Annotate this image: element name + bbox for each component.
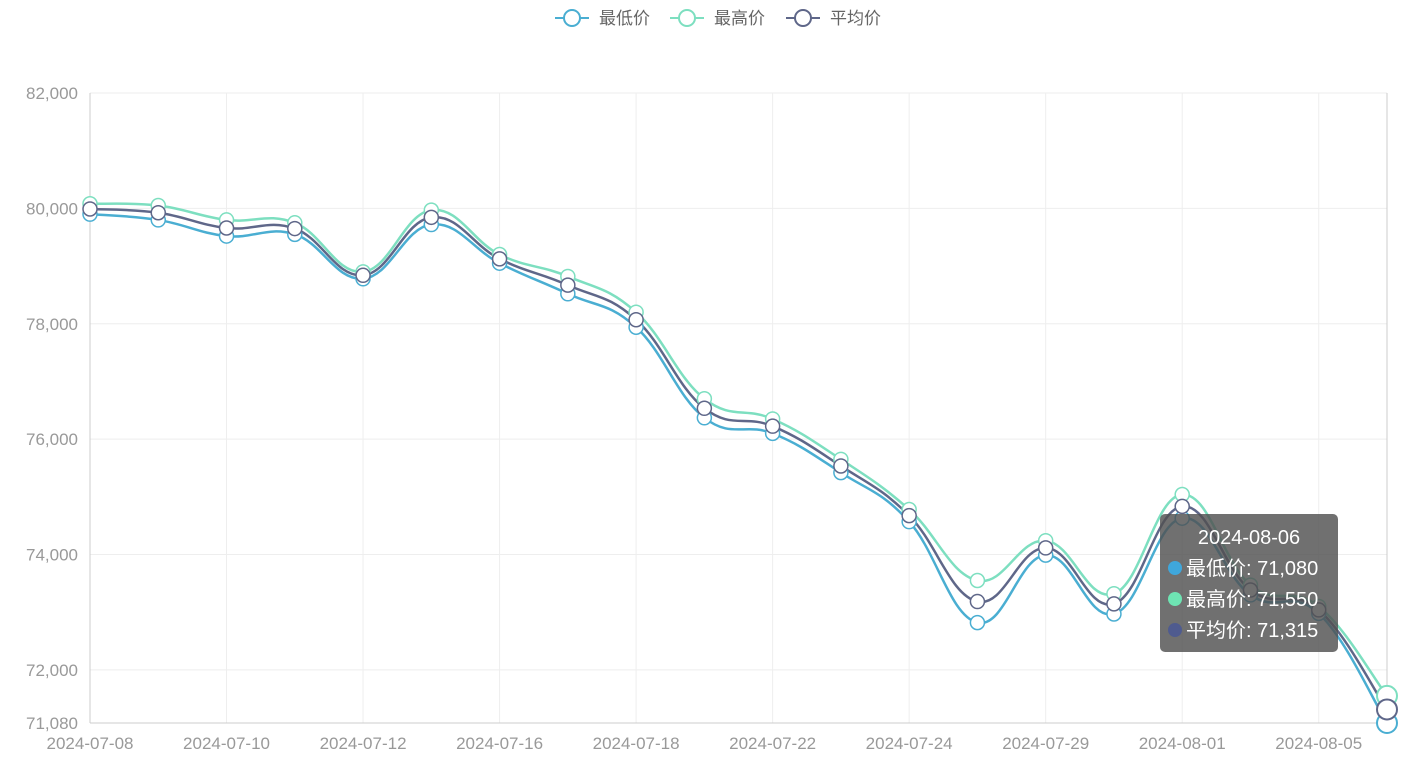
x-tick-label: 2024-07-16 [456, 734, 543, 753]
y-tick-label: 76,000 [26, 430, 78, 449]
x-tick-label: 2024-08-01 [1139, 734, 1226, 753]
legend-item-0[interactable]: 最低价 [555, 9, 650, 28]
tooltip: 2024-08-06 最低价: 71,080 最高价: 71,550 平均价: … [1160, 514, 1338, 652]
tooltip-row-high: 最高价: 71,550 [1168, 585, 1338, 616]
legend-label: 最低价 [599, 9, 650, 28]
y-tick-label: 82,000 [26, 84, 78, 103]
tooltip-title: 2024-08-06 [1197, 527, 1301, 549]
data-point[interactable] [1174, 498, 1190, 515]
tooltip-row-low: 最低价: 71,080 [1168, 554, 1338, 585]
tooltip-row-avg: 平均价: 71,315 [1168, 616, 1338, 647]
data-point[interactable] [355, 267, 371, 284]
data-point[interactable] [628, 311, 644, 328]
legend-item-2[interactable]: 平均价 [786, 9, 881, 28]
series-markers[interactable] [82, 196, 1398, 734]
y-tick-label: 78,000 [26, 315, 78, 334]
data-point[interactable] [560, 277, 576, 293]
y-axis-labels: 71,080 72,000 74,000 76,000 78,000 80,000 82,0… [26, 84, 78, 733]
data-point[interactable] [150, 204, 167, 221]
data-point[interactable] [969, 614, 986, 631]
y-tick-label: 80,000 [26, 199, 78, 218]
tooltip-row-high-text: 最高价: 71,550 [1186, 589, 1319, 611]
tooltip-row-avg-text: 平均价: 71,315 [1186, 620, 1319, 642]
tooltip-dot-avg [1168, 622, 1182, 637]
data-point[interactable] [696, 400, 713, 417]
data-point[interactable] [423, 209, 440, 226]
tooltip-dot-high [1168, 591, 1182, 606]
x-axis-labels: 2024-07-08 2024-07-10 2024-07-12 2024-07-16… [47, 734, 1363, 753]
data-point[interactable] [969, 593, 986, 610]
legend[interactable]: 最低价 最高价 平均价 [555, 9, 881, 28]
tooltip-row-low-text: 最低价: 71,080 [1186, 558, 1319, 580]
data-point[interactable] [287, 220, 303, 237]
data-point[interactable] [764, 418, 781, 434]
tooltip-dot-low [1168, 560, 1182, 575]
data-point[interactable] [901, 507, 917, 524]
horizontal-grid [90, 92, 1387, 671]
data-point[interactable] [1376, 698, 1398, 721]
vertical-grid [226, 93, 1320, 723]
x-tick-label: 2024-08-05 [1275, 734, 1362, 753]
x-tick-label: 2024-07-10 [183, 734, 270, 753]
y-tick-label: 71,080 [26, 714, 78, 733]
x-tick-label: 2024-07-22 [729, 734, 816, 753]
legend-circle-icon [678, 9, 696, 27]
data-point[interactable] [218, 220, 235, 236]
data-point[interactable] [1106, 596, 1122, 612]
y-tick-label: 74,000 [26, 546, 78, 565]
legend-item-1[interactable]: 最高价 [670, 9, 765, 28]
legend-circle-icon [794, 9, 812, 27]
x-tick-label: 2024-07-29 [1002, 734, 1089, 753]
x-tick-label: 2024-07-18 [593, 734, 680, 753]
data-point[interactable] [491, 251, 508, 267]
data-point[interactable] [82, 201, 98, 217]
legend-label: 最高价 [714, 9, 765, 28]
y-tick-label: 72,000 [26, 661, 78, 680]
x-tick-label: 2024-07-24 [866, 734, 953, 753]
x-tick-label: 2024-07-08 [47, 734, 134, 753]
data-point[interactable] [833, 458, 849, 474]
legend-label: 平均价 [830, 9, 881, 28]
legend-circle-icon [563, 9, 581, 27]
x-tick-label: 2024-07-12 [320, 734, 407, 753]
data-point[interactable] [969, 572, 986, 589]
data-point[interactable] [1037, 540, 1054, 556]
